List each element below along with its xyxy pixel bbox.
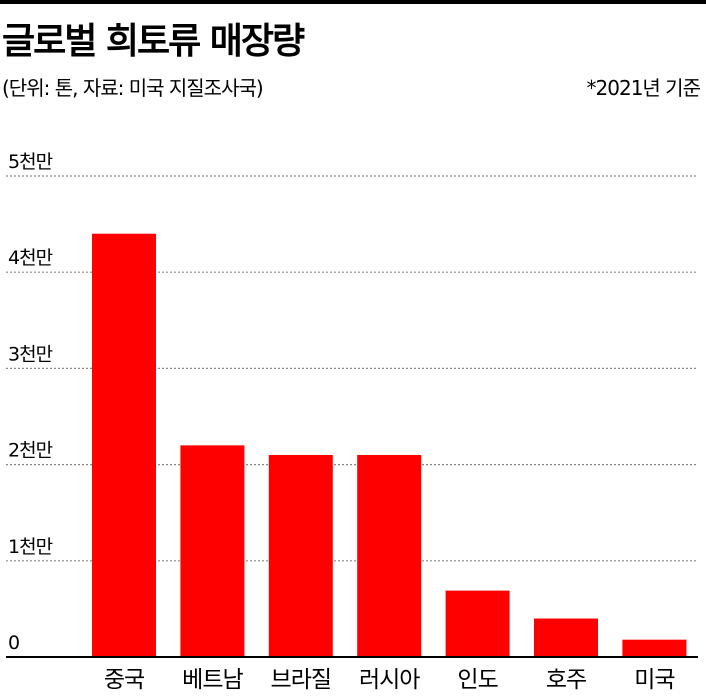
- y-tick-label: 1천만: [8, 536, 53, 558]
- y-tick-label: 3천만: [8, 343, 53, 365]
- x-tick-label: 브라질: [271, 667, 331, 693]
- chart-title: 글로벌 희토류 매장량: [2, 21, 305, 62]
- x-tick-label: 인도: [457, 667, 497, 693]
- bar: [180, 445, 245, 657]
- bar: [92, 233, 156, 657]
- basis-note: *2021년 기준: [586, 76, 701, 100]
- y-tick-label: 0: [8, 632, 19, 654]
- bar: [268, 454, 333, 657]
- bar: [534, 618, 598, 657]
- top-rule: [0, 0, 706, 4]
- x-tick-label: 중국: [104, 667, 144, 693]
- y-tick-label: 4천만: [8, 247, 53, 269]
- bar: [357, 454, 422, 657]
- y-tick-label: 2천만: [8, 440, 53, 462]
- y-tick-label: 5천만: [8, 151, 53, 173]
- chart-subtitle: (단위: 톤, 자료: 미국 지질조사국): [2, 76, 264, 100]
- x-tick-label: 러시아: [359, 667, 420, 693]
- x-tick-label: 미국: [634, 667, 674, 693]
- bar: [622, 639, 687, 657]
- x-tick-label: 베트남: [182, 667, 243, 693]
- x-tick-label: 호주: [546, 667, 586, 693]
- bar: [445, 590, 510, 657]
